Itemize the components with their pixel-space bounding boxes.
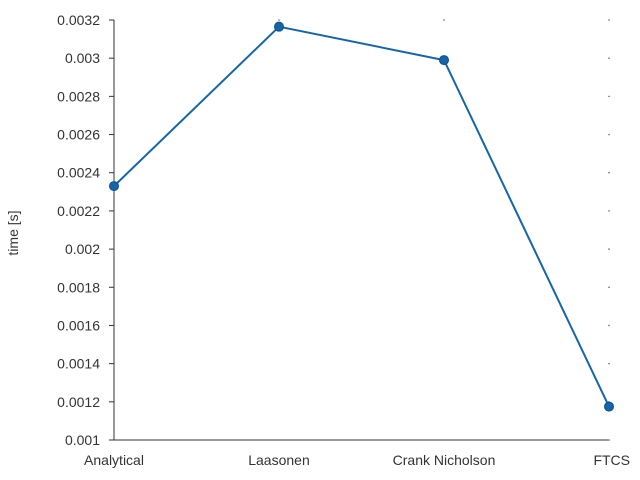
y-tick-label: 0.0014 — [57, 356, 100, 372]
top-edge-dot — [443, 19, 445, 21]
right-edge-dot — [608, 362, 610, 365]
right-edge-dot — [608, 439, 610, 441]
y-tick-label: 0.0016 — [57, 317, 100, 333]
y-tick-label: 0.0022 — [57, 203, 100, 219]
y-tick-label: 0.001 — [65, 432, 100, 448]
y-tick-label: 0.0012 — [57, 394, 100, 410]
top-edge-dot — [278, 19, 280, 21]
x-tick-label: Laasonen — [248, 452, 310, 468]
y-tick-label: 0.0028 — [57, 88, 100, 104]
right-edge-dot — [608, 133, 610, 136]
y-tick-labels: 0.001 0.0012 0.0014 0.0016 0.0018 0.002 0.0022… — [57, 12, 114, 448]
y-tick-label: 0.0032 — [57, 12, 100, 28]
right-edge-dot — [608, 57, 610, 59]
y-tick-label: 0.0018 — [57, 279, 100, 295]
right-edge-dot — [608, 248, 610, 250]
y-axis-title: time [s] — [5, 210, 21, 255]
series-layer — [109, 21, 614, 412]
y-tick-label: 0.003 — [65, 50, 100, 66]
x-tick-label: FTCS — [593, 452, 630, 468]
data-point — [604, 401, 614, 412]
y-tick-label: 0.0026 — [57, 127, 100, 143]
x-tick-labels: Analytical Laasonen Crank Nicholson FTCS — [84, 452, 630, 468]
data-point — [274, 21, 284, 32]
series-line — [113, 25, 610, 408]
right-edge-dot — [608, 95, 610, 98]
right-edge-dot — [608, 286, 610, 289]
right-edge-dots — [278, 19, 610, 441]
right-edge-dot — [608, 324, 610, 327]
right-edge-dot — [608, 210, 610, 212]
x-tick-label: Crank Nicholson — [393, 452, 496, 468]
y-tick-label: 0.002 — [65, 241, 100, 257]
data-point — [439, 55, 449, 66]
data-point — [109, 181, 119, 192]
right-edge-dot — [608, 171, 610, 174]
right-edge-dot — [608, 19, 610, 21]
y-tick-label: 0.0024 — [57, 165, 100, 181]
axes-layer — [113, 20, 609, 441]
x-tick-label: Analytical — [84, 452, 144, 468]
